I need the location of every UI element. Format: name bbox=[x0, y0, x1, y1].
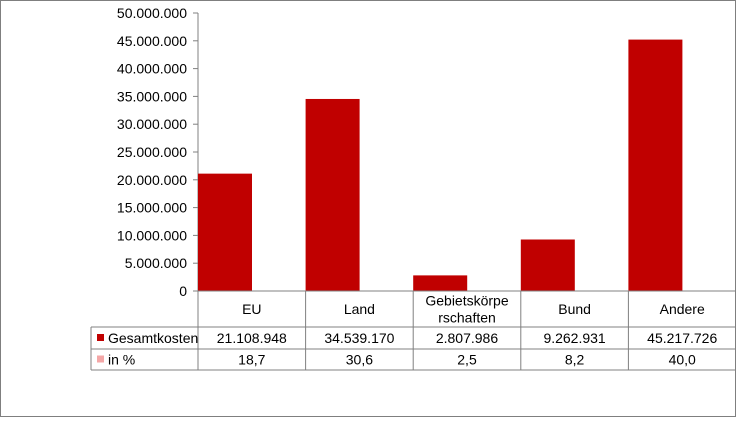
y-tick-label: 10.000.000 bbox=[117, 227, 187, 243]
y-tick-label: 15.000.000 bbox=[117, 200, 187, 216]
x-tick-label: Gebietskörpe bbox=[425, 293, 508, 309]
x-tick-label: Land bbox=[344, 301, 375, 317]
legend-label: Gesamtkosten bbox=[108, 330, 198, 346]
data-label: 2.807.986 bbox=[436, 330, 498, 346]
data-label: 40,0 bbox=[669, 352, 696, 368]
data-label: 18,7 bbox=[238, 352, 265, 368]
y-tick-label: 5.000.000 bbox=[125, 255, 187, 271]
y-tick-label: 35.000.000 bbox=[117, 88, 187, 104]
data-label: 8,2 bbox=[565, 352, 585, 368]
x-tick-label: Bund bbox=[558, 301, 591, 317]
x-tick-label: EU bbox=[242, 301, 261, 317]
data-label: 9.262.931 bbox=[543, 330, 605, 346]
data-label: 21.108.948 bbox=[217, 330, 287, 346]
data-label: 34.539.170 bbox=[324, 330, 394, 346]
x-tick-label: Andere bbox=[660, 301, 705, 317]
data-label: 2,5 bbox=[457, 352, 477, 368]
data-label: 45.217.726 bbox=[647, 330, 717, 346]
y-tick-label: 0 bbox=[179, 283, 187, 299]
x-tick-label: rschaften bbox=[438, 310, 496, 326]
bar bbox=[198, 173, 252, 291]
y-tick-label: 25.000.000 bbox=[117, 144, 187, 160]
y-tick-label: 45.000.000 bbox=[117, 33, 187, 49]
y-tick-label: 20.000.000 bbox=[117, 172, 187, 188]
y-tick-label: 50.000.000 bbox=[117, 5, 187, 21]
bar bbox=[520, 239, 575, 291]
bar bbox=[305, 98, 360, 291]
bar bbox=[413, 275, 468, 291]
y-tick-label: 40.000.000 bbox=[117, 61, 187, 77]
data-label: 30,6 bbox=[346, 352, 373, 368]
legend-label: in % bbox=[108, 352, 135, 368]
legend-key bbox=[97, 334, 104, 341]
bar bbox=[628, 39, 683, 291]
legend-key bbox=[97, 355, 104, 363]
y-tick-label: 30.000.000 bbox=[117, 116, 187, 132]
